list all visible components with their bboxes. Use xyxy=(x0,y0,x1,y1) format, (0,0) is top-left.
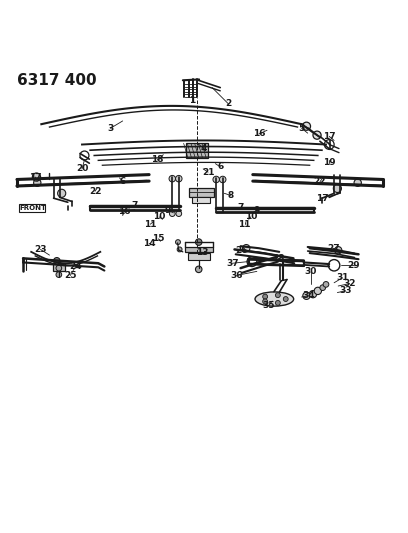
Bar xyxy=(186,143,208,158)
Text: 36: 36 xyxy=(230,271,243,280)
Text: 11: 11 xyxy=(238,220,251,229)
Circle shape xyxy=(176,211,182,216)
Bar xyxy=(192,197,210,203)
Text: 16: 16 xyxy=(253,130,265,139)
Circle shape xyxy=(243,245,250,252)
Circle shape xyxy=(32,173,40,181)
Text: 24: 24 xyxy=(70,262,82,271)
Text: 2: 2 xyxy=(225,99,231,108)
Text: 19: 19 xyxy=(323,158,335,167)
Circle shape xyxy=(195,239,202,245)
Circle shape xyxy=(333,184,341,192)
Text: 16: 16 xyxy=(118,207,131,216)
Circle shape xyxy=(283,296,288,302)
Text: 10: 10 xyxy=(244,212,257,221)
Text: 25: 25 xyxy=(64,271,77,280)
Circle shape xyxy=(275,293,280,297)
Circle shape xyxy=(169,211,175,216)
Circle shape xyxy=(263,299,268,304)
Text: 29: 29 xyxy=(347,261,360,270)
Text: 22: 22 xyxy=(89,187,101,196)
Circle shape xyxy=(220,176,226,183)
Text: 27: 27 xyxy=(327,244,339,253)
Text: 7: 7 xyxy=(132,201,138,210)
Circle shape xyxy=(195,266,202,272)
Text: 6: 6 xyxy=(120,176,126,185)
Circle shape xyxy=(169,175,175,182)
Circle shape xyxy=(320,285,326,290)
Text: 33: 33 xyxy=(339,286,352,295)
Text: 17: 17 xyxy=(323,132,335,141)
Text: 28: 28 xyxy=(272,254,284,263)
Text: 9: 9 xyxy=(254,206,260,215)
Text: 22: 22 xyxy=(314,177,326,187)
Ellipse shape xyxy=(255,292,294,306)
Circle shape xyxy=(263,294,268,299)
Text: 6: 6 xyxy=(217,163,224,172)
Text: 20: 20 xyxy=(76,164,88,173)
Text: 10: 10 xyxy=(153,212,166,221)
Bar xyxy=(185,247,213,252)
Text: 30: 30 xyxy=(304,267,317,276)
Circle shape xyxy=(335,247,342,254)
Circle shape xyxy=(58,189,66,197)
Text: 17: 17 xyxy=(316,193,328,203)
Circle shape xyxy=(33,179,41,187)
Circle shape xyxy=(56,272,62,278)
Circle shape xyxy=(309,290,317,298)
Text: 13: 13 xyxy=(196,248,208,257)
Bar xyxy=(53,263,65,271)
Text: FRONT: FRONT xyxy=(19,205,46,211)
Text: 31: 31 xyxy=(336,273,348,282)
Circle shape xyxy=(302,122,310,130)
Text: 5: 5 xyxy=(299,124,305,133)
Text: 23: 23 xyxy=(34,245,47,254)
Circle shape xyxy=(175,175,182,182)
FancyBboxPatch shape xyxy=(20,204,45,212)
Text: 37: 37 xyxy=(226,259,239,268)
Circle shape xyxy=(323,281,329,287)
Text: 1: 1 xyxy=(188,96,195,105)
Text: 18: 18 xyxy=(151,156,164,165)
Text: 17: 17 xyxy=(29,173,42,182)
Text: 32: 32 xyxy=(343,279,356,288)
Text: 21: 21 xyxy=(202,168,214,176)
Circle shape xyxy=(303,292,310,300)
Text: 4: 4 xyxy=(201,144,207,153)
Text: 11: 11 xyxy=(144,220,157,229)
Text: 15: 15 xyxy=(152,235,165,244)
Circle shape xyxy=(213,176,220,183)
Circle shape xyxy=(354,179,361,187)
Circle shape xyxy=(175,240,180,245)
Text: 26: 26 xyxy=(235,246,248,255)
Text: 3: 3 xyxy=(107,124,113,133)
Text: 8: 8 xyxy=(227,191,233,200)
Text: 35: 35 xyxy=(263,301,275,310)
Circle shape xyxy=(275,301,280,305)
Bar xyxy=(188,253,210,261)
Circle shape xyxy=(56,265,62,271)
Text: 7: 7 xyxy=(237,203,244,212)
Text: 6317 400: 6317 400 xyxy=(17,74,97,88)
Text: 34: 34 xyxy=(303,291,315,300)
Circle shape xyxy=(53,257,60,264)
Bar xyxy=(188,188,214,197)
Circle shape xyxy=(314,287,322,295)
Text: 14: 14 xyxy=(143,239,155,248)
Text: 9: 9 xyxy=(164,206,171,215)
Circle shape xyxy=(177,247,182,252)
Circle shape xyxy=(313,131,321,139)
